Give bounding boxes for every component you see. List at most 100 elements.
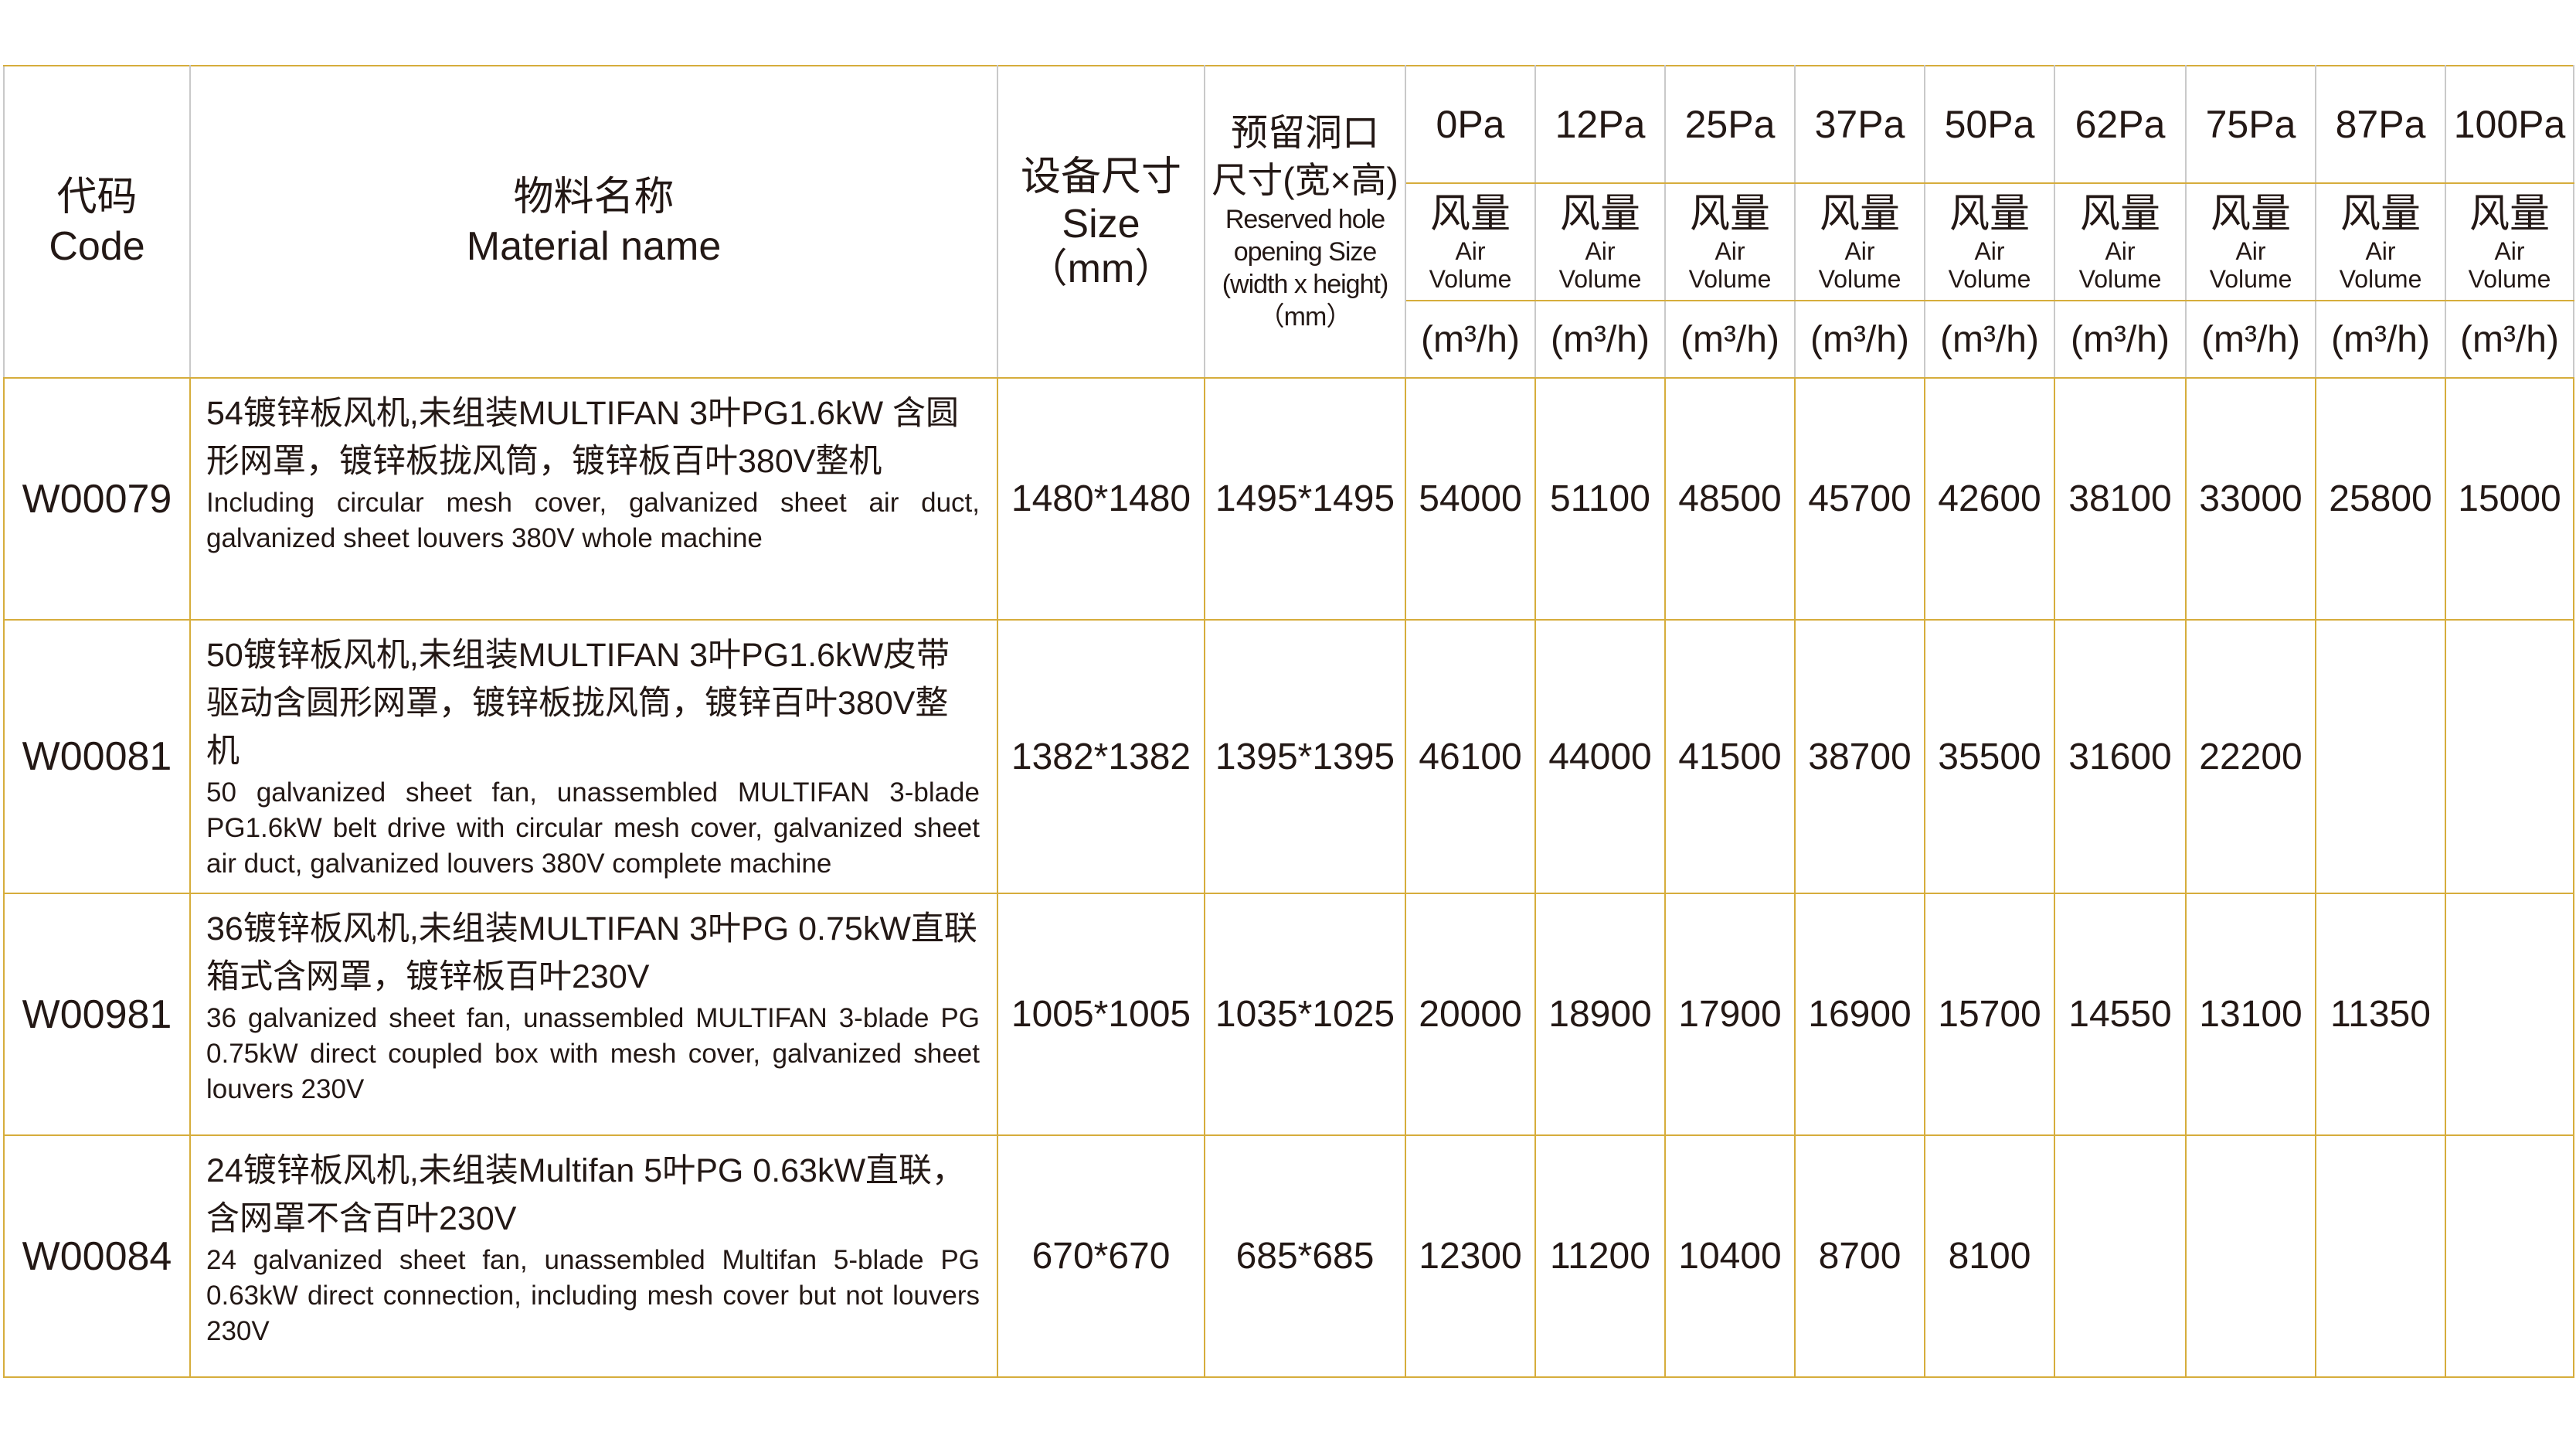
air-volume-en-2: Volume bbox=[1558, 265, 1642, 293]
air-volume-cell: 45700 bbox=[1794, 377, 1925, 621]
air-volume-cell: 20000 bbox=[1405, 893, 1536, 1136]
code-cell: W00981 bbox=[3, 893, 191, 1136]
air-volume-cell: 51100 bbox=[1534, 377, 1666, 621]
material-name-cell: 24镀锌板风机,未组装Multifan 5叶PG 0.63kW直联，含网罩不含百… bbox=[189, 1134, 998, 1378]
air-volume-en: Air bbox=[1844, 237, 1875, 265]
air-volume-cell: 31600 bbox=[2054, 619, 2187, 894]
air-volume-cell: 18900 bbox=[1534, 893, 1666, 1136]
pressure-header: 100Pa bbox=[2445, 65, 2574, 184]
air-volume-en-2: Volume bbox=[2209, 265, 2292, 293]
material-name-zh: 36镀锌板风机,未组装MULTIFAN 3叶PG 0.75kW直联箱式含网罩，镀… bbox=[206, 910, 977, 995]
material-name-zh: 54镀锌板风机,未组装MULTIFAN 3叶PG1.6kW 含圆形网罩，镀锌板拢… bbox=[206, 395, 960, 480]
air-volume-cell: 41500 bbox=[1664, 619, 1796, 894]
pressure-header: 50Pa bbox=[1924, 65, 2055, 184]
air-volume-header: 风量 Air Volume bbox=[2185, 182, 2316, 301]
air-volume-cell: 10400 bbox=[1664, 1134, 1796, 1378]
air-volume-en-2: Volume bbox=[2078, 265, 2162, 293]
hole-size-cell: 685*685 bbox=[1204, 1134, 1406, 1378]
air-volume-cell: 14550 bbox=[2054, 893, 2187, 1136]
pressure-header: 12Pa bbox=[1534, 65, 1666, 184]
hole-size-cell: 1035*1025 bbox=[1204, 893, 1406, 1136]
hole-zh-label: 预留洞口 bbox=[1230, 113, 1379, 154]
size-cell: 670*670 bbox=[997, 1134, 1205, 1378]
air-volume-en-2: Volume bbox=[2468, 265, 2551, 293]
material-name-cell: 50镀锌板风机,未组装MULTIFAN 3叶PG1.6kW皮带驱动含圆形网罩，镀… bbox=[189, 619, 998, 894]
air-volume-unit: (m³/h) bbox=[2315, 300, 2446, 379]
pressure-header: 37Pa bbox=[1794, 65, 1925, 184]
material-name-cell: 54镀锌板风机,未组装MULTIFAN 3叶PG1.6kW 含圆形网罩，镀锌板拢… bbox=[189, 377, 998, 621]
air-volume-en-2: Volume bbox=[1429, 265, 1512, 293]
code-cell: W00079 bbox=[3, 377, 191, 621]
air-volume-cell bbox=[2445, 619, 2574, 894]
air-volume-zh: 风量 bbox=[2469, 192, 2550, 236]
air-volume-header: 风量 Air Volume bbox=[1534, 182, 1666, 301]
air-volume-header: 风量 Air Volume bbox=[2054, 182, 2187, 301]
hole-size-cell: 1495*1495 bbox=[1204, 377, 1406, 621]
air-volume-cell: 8700 bbox=[1794, 1134, 1925, 1378]
air-volume-cell: 11200 bbox=[1534, 1134, 1666, 1378]
air-volume-en: Air bbox=[2494, 237, 2525, 265]
air-volume-cell: 16900 bbox=[1794, 893, 1925, 1136]
table-row: W00079 54镀锌板风机,未组装MULTIFAN 3叶PG1.6kW 含圆形… bbox=[3, 377, 2574, 621]
air-volume-cell: 12300 bbox=[1405, 1134, 1536, 1378]
hole-en-label: Reserved hole bbox=[1225, 205, 1385, 234]
air-volume-cell: 15000 bbox=[2445, 377, 2574, 621]
air-volume-cell: 44000 bbox=[1534, 619, 1666, 894]
air-volume-cell: 54000 bbox=[1405, 377, 1536, 621]
air-volume-cell bbox=[2185, 1134, 2316, 1378]
air-volume-cell: 46100 bbox=[1405, 619, 1536, 894]
air-volume-zh: 风量 bbox=[2079, 192, 2160, 236]
air-volume-en: Air bbox=[1715, 237, 1745, 265]
pressure-header: 75Pa bbox=[2185, 65, 2316, 184]
pressure-header: 87Pa bbox=[2315, 65, 2446, 184]
air-volume-en: Air bbox=[1455, 237, 1486, 265]
air-volume-cell: 38700 bbox=[1794, 619, 1925, 894]
air-volume-cell bbox=[2315, 619, 2446, 894]
air-volume-unit: (m³/h) bbox=[1924, 300, 2055, 379]
material-name-en: 50 galvanized sheet fan, unassembled MUL… bbox=[206, 777, 980, 879]
air-volume-cell bbox=[2445, 1134, 2574, 1378]
air-volume-zh: 风量 bbox=[1819, 192, 1900, 236]
hole-unit-label: （mm） bbox=[1258, 302, 1353, 332]
air-volume-unit: (m³/h) bbox=[2054, 300, 2187, 379]
air-volume-cell: 15700 bbox=[1924, 893, 2055, 1136]
air-volume-cell: 17900 bbox=[1664, 893, 1796, 1136]
table-row: W00081 50镀锌板风机,未组装MULTIFAN 3叶PG1.6kW皮带驱动… bbox=[3, 619, 2574, 894]
material-name-en: 24 galvanized sheet fan, unassembled Mul… bbox=[206, 1245, 980, 1346]
header-material-name: 物料名称 Material name bbox=[189, 65, 998, 379]
air-volume-cell bbox=[2315, 1134, 2446, 1378]
hole-size-cell: 1395*1395 bbox=[1204, 619, 1406, 894]
air-volume-cell: 42600 bbox=[1924, 377, 2055, 621]
size-zh-label: 设备尺寸 bbox=[1020, 155, 1181, 199]
air-volume-en: Air bbox=[2235, 237, 2266, 265]
air-volume-unit: (m³/h) bbox=[1794, 300, 1925, 379]
air-volume-header: 风量 Air Volume bbox=[1664, 182, 1796, 301]
name-en-label: Material name bbox=[466, 224, 722, 269]
air-volume-cell: 35500 bbox=[1924, 619, 2055, 894]
air-volume-en-2: Volume bbox=[1818, 265, 1901, 293]
code-cell: W00081 bbox=[3, 619, 191, 894]
header-reserved-hole: 预留洞口 尺寸(宽×高) Reserved hole opening Size (wid… bbox=[1204, 65, 1406, 379]
air-volume-zh: 风量 bbox=[2340, 192, 2421, 236]
air-volume-unit: (m³/h) bbox=[2185, 300, 2316, 379]
air-volume-unit: (m³/h) bbox=[1664, 300, 1796, 379]
code-en-label: Code bbox=[49, 224, 145, 269]
material-name-zh: 50镀锌板风机,未组装MULTIFAN 3叶PG1.6kW皮带驱动含圆形网罩，镀… bbox=[206, 637, 950, 770]
size-cell: 1480*1480 bbox=[997, 377, 1205, 621]
air-volume-cell bbox=[2054, 1134, 2187, 1378]
air-volume-en: Air bbox=[1585, 237, 1616, 265]
table-row: W00084 24镀锌板风机,未组装Multifan 5叶PG 0.63kW直联… bbox=[3, 1134, 2574, 1378]
hole-zh-label-2: 尺寸(宽×高) bbox=[1212, 160, 1398, 200]
air-volume-en: Air bbox=[1974, 237, 2005, 265]
size-cell: 1005*1005 bbox=[997, 893, 1205, 1136]
hole-en-label-2: opening Size bbox=[1233, 237, 1378, 267]
size-unit-label: （mm） bbox=[1027, 247, 1175, 291]
fan-spec-table: 代码 Code 物料名称 Material name 设备尺寸 Size （mm） 预留… bbox=[3, 65, 2574, 1378]
air-volume-cell: 38100 bbox=[2054, 377, 2187, 621]
header-size: 设备尺寸 Size （mm） bbox=[997, 65, 1205, 379]
air-volume-zh: 风量 bbox=[1559, 192, 1640, 236]
air-volume-cell: 25800 bbox=[2315, 377, 2446, 621]
code-cell: W00084 bbox=[3, 1134, 191, 1378]
air-volume-zh: 风量 bbox=[1949, 192, 2030, 236]
air-volume-zh: 风量 bbox=[1429, 192, 1511, 236]
